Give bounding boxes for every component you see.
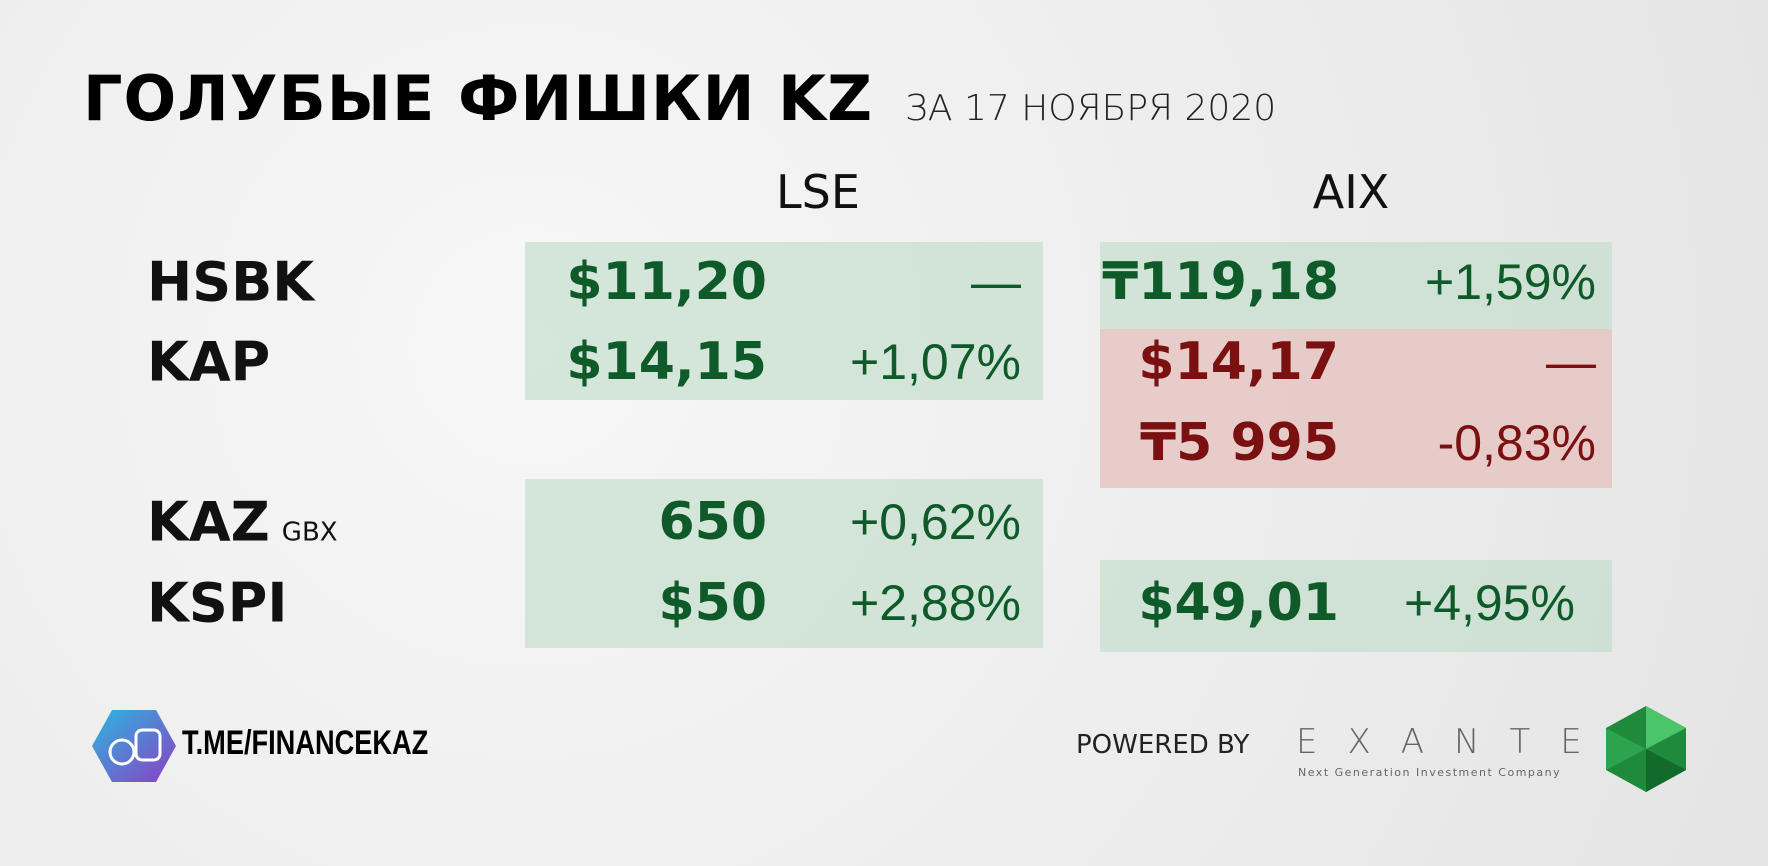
lse-change: +1,07% [850,334,1021,390]
lse-price: 650 [658,492,767,552]
powered-by: POWERED BY [1076,730,1250,760]
lse-price: $50 [658,573,767,633]
ticker-note: GBX [281,517,338,548]
lse-change: +0,62% [850,494,1021,550]
cell-bg [525,479,1043,648]
cell-bg [1100,242,1612,329]
aix-price: $49,01 [1138,573,1339,633]
brand: EXANTE [1296,722,1612,762]
cell-bg [525,242,1043,400]
ticker: KSPI [147,571,288,635]
aix-change: -0,83% [1437,415,1596,471]
channel-logo [92,710,176,782]
brand-logo [1606,706,1686,792]
lse-change: +2,88% [850,575,1021,631]
cell-bg [1100,560,1612,652]
aix-price: ₸5 995 [1139,413,1339,473]
brand-tagline: Next Generation Investment Company [1298,766,1562,779]
column-header: AIX [1312,165,1390,219]
ticker: KAZ GBX [147,490,338,554]
aix-change: +4,95% [1404,575,1575,631]
column-header: LSE [776,165,860,219]
channel-link[interactable]: T.ME/FINANCEKAZ [182,724,429,762]
aix-change: — [1546,334,1596,390]
subtitle: ЗА 17 НОЯБРЯ 2020 [905,88,1277,129]
lse-price: $11,20 [566,252,767,312]
lse-price: $14,15 [566,332,767,392]
lse-change: — [971,254,1021,310]
ticker: KAP [147,330,271,394]
aix-change: +1,59% [1425,254,1596,310]
cell-bg [1100,329,1612,488]
ticker: HSBK [147,250,315,314]
aix-price: ₸119,18 [1102,252,1339,312]
title: ГОЛУБЫЕ ФИШКИ KZ [83,62,874,135]
aix-price: $14,17 [1138,332,1339,392]
